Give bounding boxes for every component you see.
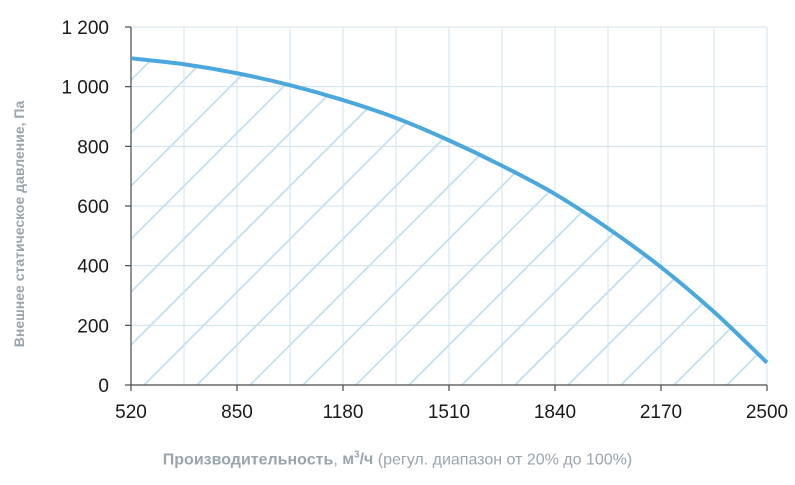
hatch-line [131, 58, 291, 385]
x-tick-label: 1510 [428, 402, 470, 423]
x-axis-label: Производительность, м3/ч (регул. диапазо… [0, 450, 795, 469]
x-tick-label: 1840 [534, 402, 576, 423]
x-tick-labels: 520 850 1180 1510 1840 2170 2500 [115, 402, 788, 423]
x-axis-unit-tail: /ч [359, 451, 374, 469]
y-axis-label: Внешнее статическое давление, Па [11, 101, 27, 348]
x-tick-label: 850 [221, 402, 253, 423]
grid [131, 26, 768, 385]
hatch-line [131, 58, 238, 385]
x-axis-label-sep: , [333, 451, 343, 469]
y-tick-label: 800 [77, 137, 109, 158]
x-tick-label: 2500 [746, 402, 788, 423]
x-axis-unit-sup: 3 [354, 450, 360, 461]
x-axis-unit: м3/ч [342, 450, 374, 469]
x-axis-unit-base: м [342, 451, 355, 469]
x-tick-label: 520 [115, 402, 147, 423]
hatch-line [620, 58, 767, 385]
hatch-line [780, 27, 795, 385]
y-tick-label: 1 200 [61, 18, 109, 39]
x-tick-label: 1180 [323, 402, 364, 423]
y-tick-labels: 0 200 400 600 800 1 000 1 200 [61, 18, 109, 397]
x-axis-label-note: (регул. диапазон от 20% до 100%) [373, 451, 633, 469]
hatch-line [131, 58, 344, 385]
x-axis-label-bold: Производительность [162, 451, 334, 469]
y-tick-label: 600 [77, 197, 109, 218]
series-line [130, 56, 769, 365]
y-tick-label: 200 [77, 316, 109, 337]
x-tick-label: 2170 [640, 402, 682, 423]
axes [125, 26, 768, 391]
y-tick-label: 1 000 [61, 78, 109, 99]
y-tick-label: 0 [98, 376, 109, 397]
y-tick-label: 400 [77, 257, 109, 278]
